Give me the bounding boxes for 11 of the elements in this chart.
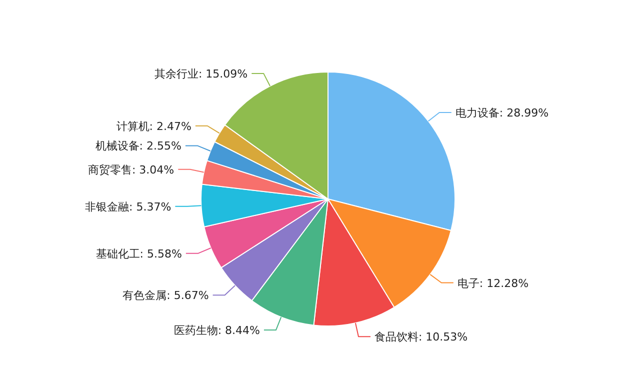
slice-label: 计算机: 2.47% <box>116 120 192 133</box>
slice-label: 电力设备: 28.99% <box>455 106 549 120</box>
slice-label: 非银金融: 5.37% <box>85 200 172 214</box>
slice-label: 医药生物: 8.44% <box>174 324 260 338</box>
slice-label: 基础化工: 5.58% <box>96 247 182 260</box>
slice-label: 有色金属: 5.67% <box>122 289 209 302</box>
slice-label: 食品饮料: 10.53% <box>374 330 468 344</box>
slice-label: 机械设备: 2.55% <box>95 140 182 153</box>
slice-label: 商贸零售: 3.04% <box>88 163 174 176</box>
slice-label: 电子: 12.28% <box>457 276 529 290</box>
slice-label: 其余行业: 15.09% <box>154 68 248 81</box>
